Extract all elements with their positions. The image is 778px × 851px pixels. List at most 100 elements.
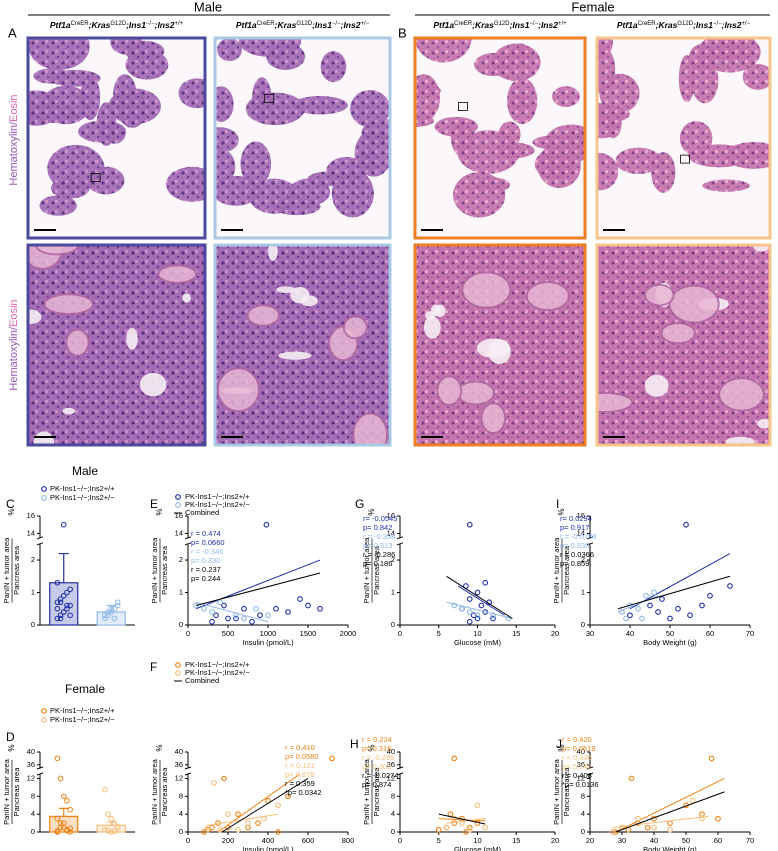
data-point [111,820,118,826]
axis-break [586,766,594,770]
data-point [64,602,70,609]
data-point [265,612,271,619]
data-point [651,824,657,831]
genotype-part: ;Kras [89,20,111,30]
stat-label: p= 0.313 [363,541,392,550]
stat-label: p= 0.859 [560,559,589,568]
genotype-part: ;Kras [656,20,678,30]
data-point [60,609,67,615]
genotype-part: ;Ins2 [538,20,558,30]
axis-break [184,536,192,540]
stat-label: *p= 0.0136 [562,780,599,789]
y-axis-title: Pancreas area [160,767,169,817]
genotype-part: −/− [146,21,155,27]
y-tick-label: 16 [27,511,35,520]
tissue-lobe [215,86,234,122]
legend-label: PK-Ins1−/−;Ins2+/− [50,493,115,502]
stat-label: r = 0.474 [191,529,221,538]
data-point [466,521,473,528]
data-point [217,599,223,606]
duct [668,284,720,324]
image-border [595,243,772,447]
genotype-part: CreER [257,21,276,27]
genotype-part: +/− [741,21,750,27]
x-tick-label: 0 [398,629,402,638]
lumen [28,309,42,325]
data-point [54,605,61,612]
x-axis-title: Insulin (pmol/L) [242,845,294,851]
data-point [64,605,70,612]
panel-letter: G [355,497,364,511]
tissue-lobe [724,144,770,158]
genotype-label: Ptf1aCreER;KrasG12D;Ins1−/−;Ins2+/+ [50,20,184,30]
image-border [213,243,392,447]
lumen [276,286,296,293]
x-tick-label: 0 [398,836,402,845]
data-point [241,605,247,612]
tissue-lobe [604,105,622,139]
y-tick-label: 0 [391,827,395,836]
y-tick-label: 40 [175,747,183,756]
tissue-lobe [320,51,347,83]
data-point [474,612,481,619]
histology-image [413,243,587,447]
tissue-lobe [240,141,272,187]
data-point [57,824,64,831]
tissue-lobe [39,195,77,216]
duct [43,293,94,316]
genotype-part: +/+ [558,21,567,27]
y-tick-label: 1 [179,588,183,597]
x-tick-label: 800 [342,836,355,845]
fit-line [615,791,725,833]
stat-label: p= 0.838 [560,541,589,550]
x-tick-label: 5 [437,836,441,845]
data-point [466,609,473,615]
stain-part: Eosin [8,94,20,122]
duct [461,271,512,309]
tissue-lobe [678,54,695,103]
tissue-lobe [507,77,538,125]
axis-break [396,772,404,776]
data-point [108,829,115,835]
roi-box [680,154,690,164]
chart-title: Female [65,682,105,696]
data-point [474,589,481,596]
tissue-lobe [215,127,239,153]
axis-break [36,536,44,540]
legend-label: PK-Ins1−/−;Ins2+/− [185,500,250,509]
fit-line [438,813,486,825]
axis-break [586,542,594,546]
data-point [221,602,227,609]
stat-label: r= 0.0294 [560,514,592,523]
data-point [111,615,118,622]
stat-label: *p= 0.0342 [285,788,322,797]
fit-line [612,815,709,829]
data-point [275,829,281,835]
axis-break [396,536,404,540]
genotype-label: Ptf1aCreER;KrasG12D;Ins1−/−;Ins2+/+ [433,20,567,30]
data-point [667,615,673,622]
tissue-lobe [110,38,142,55]
genotype-part: G12D [296,21,312,27]
data-point [466,618,473,625]
data-point [305,602,311,609]
y-tick-label: 8 [179,791,183,800]
y-axis-title: Pancreas area [562,767,571,817]
axis-break [36,542,44,546]
data-point [275,802,281,809]
data-point [108,609,115,615]
lumen [725,436,756,445]
genotype-part: ;Ins1 [693,20,713,30]
genotype-part: −/− [713,21,722,27]
data-point [235,811,241,818]
x-tick-label: 50 [682,836,690,845]
stat-label: p= 0.303 [362,762,391,771]
error-bar [58,552,69,583]
data-point [57,599,64,606]
genotype-part: ;Ins2 [722,20,742,30]
genotype-part: G12D [494,21,510,27]
y-tick-label: 4 [31,809,35,818]
x-tick-label: 70 [746,836,754,845]
data-point [727,583,733,589]
data-point [689,797,696,804]
